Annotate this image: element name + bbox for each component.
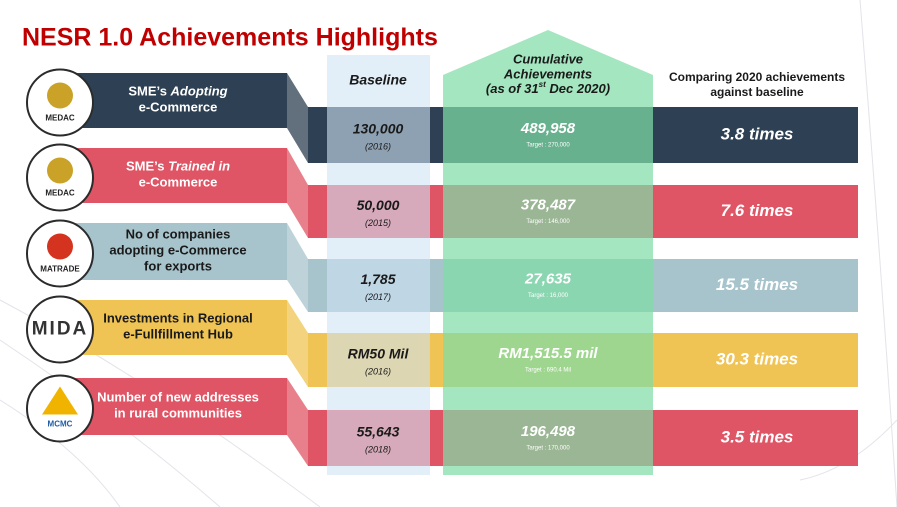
label-segment: Trained in: [168, 159, 230, 174]
logo-text: MEDAC: [45, 189, 75, 198]
target: Target : 270,000: [526, 143, 570, 149]
logo-icon: [47, 82, 73, 109]
label-segment: e-Fullfillment Hub: [123, 327, 233, 342]
connector: [287, 148, 308, 238]
row-label: e-Fullfillment Hub: [123, 327, 233, 342]
date-sup: st: [539, 80, 546, 89]
baseline-value: 50,000: [357, 197, 400, 213]
connector: [287, 378, 308, 466]
target: Target : 170,000: [526, 446, 570, 452]
baseline-year: (2017): [365, 292, 391, 302]
row-label: in rural communities: [114, 406, 242, 421]
label-segment: SME’s: [128, 84, 170, 99]
label-segment: in rural communities: [114, 406, 242, 421]
label-box: [73, 223, 287, 280]
label-segment: adopting e-Commerce: [109, 243, 246, 258]
row-label: adopting e-Commerce: [109, 243, 246, 258]
label-box: [73, 378, 287, 435]
label-segment: SME’s: [126, 159, 168, 174]
logo-text: MATRADE: [40, 265, 80, 274]
logo-icon: [47, 157, 73, 184]
target: Target : 146,000: [526, 219, 570, 225]
baseline-column: [327, 55, 430, 475]
row-label: No of companies: [126, 227, 231, 242]
label-segment: Number of new addresses: [97, 390, 259, 405]
achievement-value: 27,635: [524, 270, 572, 287]
logo-text: MIDA: [32, 319, 89, 340]
cumulative-header: Achievements: [503, 66, 592, 81]
logo-icon: [42, 386, 78, 415]
cumulative-column: [443, 30, 653, 475]
logo-text: MEDAC: [45, 114, 75, 123]
target: Target : 16,000: [528, 293, 569, 299]
baseline-year: (2016): [365, 141, 391, 151]
comparison-value: 3.8 times: [721, 124, 794, 143]
baseline-header: Baseline: [349, 72, 407, 88]
comparison-header: against baseline: [710, 85, 804, 99]
achievement-value: RM1,515.5 mil: [498, 345, 598, 362]
comparison-value: 7.6 times: [721, 201, 794, 220]
row-label: for exports: [144, 259, 212, 274]
label-segment: Investments in Regional: [103, 311, 253, 326]
connector: [287, 223, 308, 312]
row-label: e-Commerce: [139, 175, 218, 190]
date-suffix: Dec 2020): [546, 81, 610, 96]
connector: [287, 73, 308, 163]
achievement-value: 196,498: [521, 423, 576, 440]
baseline-value: 130,000: [353, 121, 404, 137]
baseline-value: 55,643: [357, 424, 400, 440]
label-segment: Adopting: [170, 84, 228, 99]
baseline-year: (2018): [365, 444, 391, 454]
baseline-value: RM50 Mil: [348, 346, 410, 362]
label-segment: for exports: [144, 259, 212, 274]
logo-text: MCMC: [48, 420, 73, 429]
logo-circle: [26, 295, 94, 364]
label-segment: No of companies: [126, 227, 231, 242]
baseline-year: (2016): [365, 366, 391, 376]
cumulative-date: (as of 31st Dec 2020): [486, 80, 610, 96]
title: NESR 1.0 Achievements Highlights: [22, 24, 438, 52]
date-prefix: (as of 31: [486, 81, 539, 96]
comparison-header: Comparing 2020 achievements: [669, 70, 845, 84]
row-label: SME’s Trained in: [126, 159, 230, 174]
label-segment: e-Commerce: [139, 175, 218, 190]
connector: [287, 300, 308, 387]
label-box: [73, 148, 287, 203]
target: Target : 690.4 Mil: [525, 368, 571, 374]
comparison-value: 3.5 times: [721, 427, 794, 446]
achievement-value: 378,487: [521, 196, 576, 213]
label-segment: e-Commerce: [139, 100, 218, 115]
row-label: Number of new addresses: [97, 390, 259, 405]
comparison-value: 15.5 times: [716, 275, 798, 294]
comparison-value: 30.3 times: [716, 349, 798, 368]
cumulative-header: Cumulative: [513, 51, 583, 66]
row-label: SME’s Adopting: [128, 84, 227, 99]
baseline-year: (2015): [365, 218, 391, 228]
baseline-value: 1,785: [360, 271, 395, 287]
achievement-value: 489,958: [520, 120, 576, 137]
logo-icon: [47, 233, 73, 260]
row-label: e-Commerce: [139, 100, 218, 115]
row-label: Investments in Regional: [103, 311, 253, 326]
label-box: [73, 300, 287, 355]
label-box: [73, 73, 287, 128]
